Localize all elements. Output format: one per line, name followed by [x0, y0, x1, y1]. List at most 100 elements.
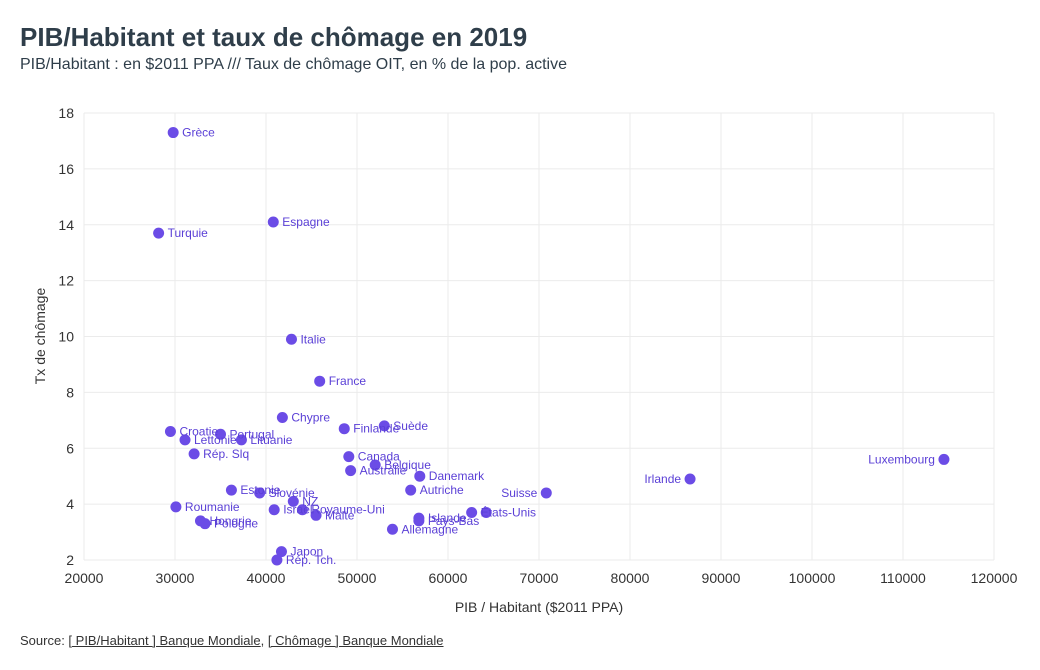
- point-label: États-Unis: [481, 505, 536, 520]
- y-axis-title: Tx de chômage: [32, 288, 48, 385]
- point-label: Luxembourg: [868, 452, 935, 466]
- data-point[interactable]: [254, 487, 266, 499]
- point-label: Rép. Tch.: [286, 553, 336, 567]
- data-point[interactable]: [276, 412, 288, 424]
- data-point[interactable]: [310, 509, 322, 521]
- point-label: Pays-Bas: [428, 514, 479, 528]
- point-label: Danemark: [429, 469, 485, 483]
- point-label: Portugal: [230, 427, 275, 441]
- point-label: Autriche: [420, 483, 464, 497]
- x-tick-label: 40000: [247, 570, 286, 586]
- y-tick-label: 4: [66, 496, 74, 512]
- data-point[interactable]: [938, 453, 950, 465]
- point-label: Belgique: [384, 458, 431, 472]
- point-label: Finlande: [353, 422, 399, 436]
- point-label: Rép. Slq: [203, 447, 249, 461]
- data-point[interactable]: [170, 501, 182, 513]
- data-point[interactable]: [378, 420, 390, 432]
- x-axis-title: PIB / Habitant ($2011 PPA): [455, 599, 623, 615]
- points-layer: [153, 127, 950, 566]
- scatter-chart: 2 4 6 8 10 12 14 16 18 20000 30000 40000 50000 60000 7…: [32, 105, 1018, 615]
- x-tick-label: 100000: [789, 570, 836, 586]
- source-prefix: Source:: [20, 633, 69, 648]
- x-tick-label: 30000: [156, 570, 195, 586]
- point-label: Hongrie: [209, 514, 251, 528]
- data-point[interactable]: [225, 484, 237, 496]
- point-label: Italie: [300, 332, 326, 346]
- x-tick-label: 70000: [520, 570, 559, 586]
- data-point[interactable]: [275, 546, 287, 558]
- data-point[interactable]: [188, 448, 200, 460]
- point-label: Lettonie: [194, 433, 237, 447]
- data-point[interactable]: [414, 470, 426, 482]
- data-point[interactable]: [215, 428, 226, 440]
- point-label: Allemagne: [401, 522, 458, 536]
- point-label: Japon: [290, 545, 323, 559]
- point-label: Lituanie: [250, 433, 292, 447]
- data-point[interactable]: [480, 507, 492, 519]
- point-label: Irlande: [644, 472, 681, 486]
- data-point[interactable]: [271, 554, 283, 566]
- data-point[interactable]: [287, 495, 299, 507]
- x-tick-label: 80000: [611, 570, 650, 586]
- chart-subtitle: PIB/Habitant : en $2011 PPA /// Taux de …: [20, 56, 568, 73]
- x-tick-label: 50000: [338, 570, 377, 586]
- data-point[interactable]: [343, 451, 355, 463]
- point-label: Pologne: [214, 517, 258, 531]
- point-label: Estonie: [240, 483, 280, 497]
- x-tick-label: 60000: [429, 570, 468, 586]
- x-tick-label: 110000: [880, 570, 926, 586]
- data-point[interactable]: [267, 216, 279, 228]
- point-label: Australie: [360, 464, 407, 478]
- data-point[interactable]: [540, 487, 552, 499]
- data-point[interactable]: [285, 333, 297, 345]
- source-note: Source: [ PIB/Habitant ] Banque Mondiale…: [20, 633, 444, 648]
- point-label: France: [329, 374, 367, 388]
- axis-layer: 2 4 6 8 10 12 14 16 18 20000 30000 40000 50000 60000 7…: [58, 105, 1017, 586]
- source-separator: ,: [260, 633, 268, 648]
- data-point[interactable]: [338, 423, 350, 435]
- data-point[interactable]: [235, 434, 247, 446]
- data-point[interactable]: [386, 523, 398, 535]
- grid-layer: [83, 112, 995, 561]
- data-point[interactable]: [466, 507, 478, 519]
- point-label: Israël: [283, 503, 312, 517]
- point-label: Islande: [428, 511, 467, 525]
- data-point[interactable]: [167, 127, 179, 139]
- point-label: Malte: [325, 508, 355, 522]
- point-label: Turquie: [168, 226, 209, 240]
- data-point[interactable]: [405, 484, 417, 496]
- point-label: Royaume-Uni: [311, 503, 384, 517]
- y-tick-label: 16: [58, 161, 74, 177]
- point-label: Croatie: [179, 424, 218, 438]
- data-point[interactable]: [153, 227, 165, 239]
- y-tick-label: 12: [58, 273, 74, 289]
- data-point[interactable]: [179, 434, 191, 446]
- point-label: Canada: [358, 450, 400, 464]
- point-label: Slovénie: [269, 486, 315, 500]
- y-tick-label: 2: [66, 552, 74, 568]
- point-label: Suède: [393, 419, 428, 433]
- point-label: Espagne: [282, 215, 330, 229]
- source-link-gdp[interactable]: [ PIB/Habitant ] Banque Mondiale: [68, 633, 261, 648]
- y-tick-label: 18: [58, 105, 74, 121]
- source-link-unemployment[interactable]: [ Chômage ] Banque Mondiale: [267, 633, 444, 648]
- data-point[interactable]: [164, 425, 176, 437]
- point-label: Chypre: [291, 411, 330, 425]
- data-point[interactable]: [369, 459, 381, 471]
- y-tick-label: 8: [66, 384, 74, 400]
- data-point[interactable]: [413, 515, 425, 527]
- y-tick-label: 14: [58, 217, 74, 233]
- data-point[interactable]: [199, 518, 211, 530]
- point-label: Suisse: [501, 486, 537, 500]
- data-point[interactable]: [345, 465, 357, 477]
- data-point[interactable]: [684, 473, 696, 485]
- point-label: NZ: [302, 494, 318, 508]
- point-label: Roumanie: [185, 500, 240, 514]
- chart-title: PIB/Habitant et taux de chômage en 2019: [20, 22, 528, 52]
- data-point[interactable]: [268, 504, 280, 516]
- data-point[interactable]: [296, 504, 308, 516]
- data-point[interactable]: [314, 375, 326, 387]
- labels-layer: Grèce Espagne Turquie Italie France Chypre Fin…: [168, 126, 935, 567]
- y-tick-label: 10: [58, 329, 74, 345]
